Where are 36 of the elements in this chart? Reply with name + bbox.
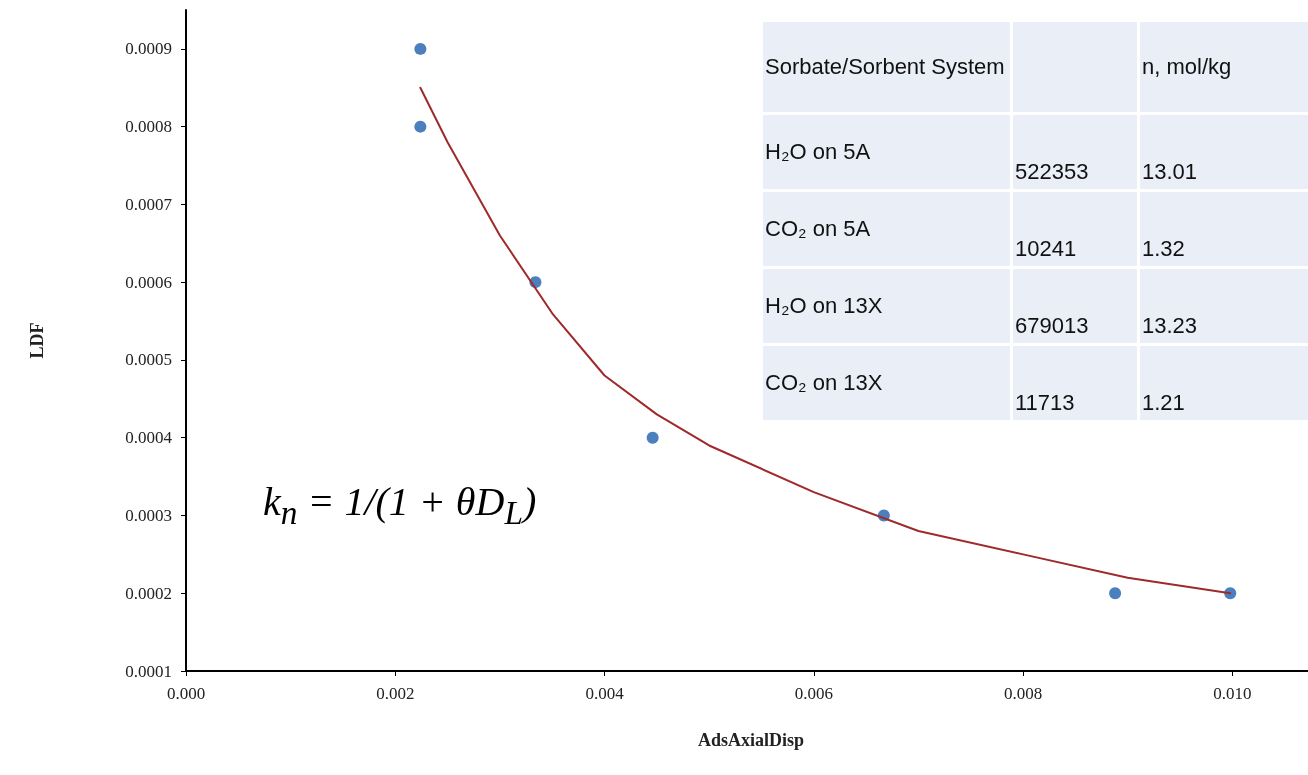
- text: H₂O on 13X: [765, 293, 883, 318]
- text: 13.23: [1142, 313, 1198, 338]
- y-axis-title: LDF: [27, 322, 47, 359]
- x-tick-label: 0.002: [376, 684, 415, 703]
- x-tick-label: 0.004: [585, 684, 625, 703]
- x-axis-title: AdsAxialDisp: [697, 730, 805, 750]
- text: 13.01: [1142, 159, 1198, 184]
- text: 679013: [1015, 313, 1089, 338]
- x-tick-label: 0.010: [1213, 684, 1252, 703]
- point: [414, 42, 427, 55]
- point: [1109, 587, 1122, 600]
- y-tick-label: 0.0002: [125, 583, 172, 603]
- x-tick-label: 0.008: [1003, 684, 1043, 703]
- text: 10241: [1015, 236, 1077, 261]
- point: [414, 120, 427, 133]
- text: 1.32: [1142, 236, 1185, 261]
- y-tick-label: 0.0006: [125, 272, 172, 292]
- y-tick-label: 0.0005: [125, 350, 172, 370]
- y-tick-label: 0.0008: [125, 117, 172, 137]
- category-label: Sorbate/Sorbent System: [763, 22, 1010, 112]
- text: 1.21: [1142, 390, 1185, 415]
- text: H₂O on 5A: [765, 139, 871, 164]
- y-tick-label: 0.0007: [125, 194, 173, 214]
- y-tick-label: 0.0004: [125, 428, 173, 448]
- y-tick-label: 0.0001: [125, 661, 172, 681]
- annotation: k$_{n}$ = 1/(1 + θD$_{L}$): [263, 478, 537, 532]
- y-tick-label: 0.0009: [125, 39, 172, 59]
- text: 522353: [1015, 159, 1089, 184]
- text: CO₂ on 5A: [765, 216, 871, 241]
- x-tick-label: 0.000: [166, 684, 206, 703]
- text: 11713: [1015, 390, 1075, 415]
- category-label: n, mol/kg: [1140, 22, 1308, 112]
- x-tick-label: 0.006: [794, 684, 833, 703]
- point: [646, 431, 659, 444]
- y-tick-label: 0.0003: [125, 505, 172, 525]
- text: CO₂ on 13X: [765, 370, 883, 395]
